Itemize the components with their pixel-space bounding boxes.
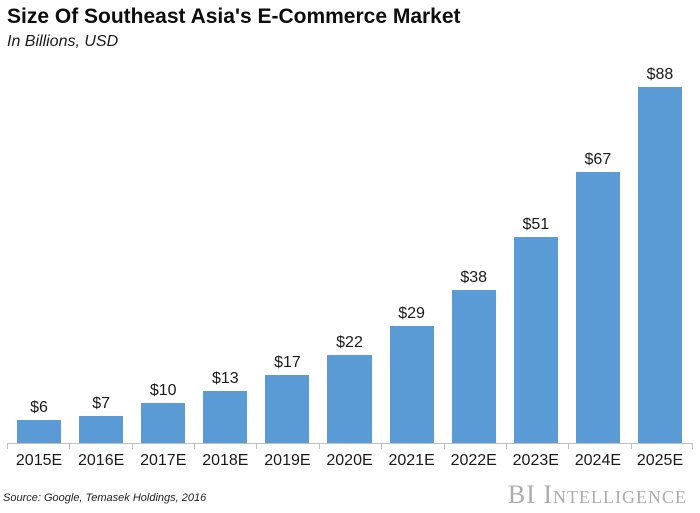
x-axis-label: 2015E [15,452,63,469]
bar-column: $67 [567,60,629,444]
axis-tick [256,444,258,449]
bar [575,172,620,444]
x-axis-label: 2020E [326,452,373,469]
bar-value-label: $29 [398,305,425,322]
bar-column: $7 [70,60,132,444]
bar [141,403,186,444]
bar-value-label: $38 [460,269,488,286]
bar-column: $17 [256,60,318,444]
axis-tick [7,444,8,449]
axis-tick [630,444,632,449]
chart-title: Size Of Southeast Asia's E-Commerce Mark… [7,5,461,28]
axis-tick [505,444,507,449]
x-axis-label: 2025E [636,452,684,469]
bar-value-label: $22 [336,334,363,351]
chart-subtitle: In Billions, USD [7,33,119,50]
bar [327,355,372,444]
bar-value-label: $13 [211,370,239,387]
axis-tick [443,444,445,449]
x-axis-line [7,443,693,444]
axis-tick [318,444,320,449]
axis-tick [568,444,570,449]
bar-column: $10 [132,60,194,444]
bar-column: $6 [8,60,70,444]
bar [451,290,496,444]
source-note: Source: Google, Temasek Holdings, 2016 [3,492,207,504]
x-axis-label: 2021E [388,452,435,469]
x-axis-label: 2018E [202,452,249,469]
x-axis-labels: 2015E 2016E 2017E 2018E 2019E 2020E 2021E 2022E… [8,452,691,470]
x-axis-label: 2024E [574,452,622,469]
bar-column: $88 [629,60,691,444]
plot-area: $6 $7 $10 $13 $17 $22 $29 $38 $51 $67 $88 [8,60,691,444]
bar-column: $51 [505,60,567,444]
bar [203,391,248,444]
bar-value-label: $17 [274,354,301,371]
x-axis-label: 2023E [512,452,559,469]
bar-value-label: $88 [646,66,674,83]
bar-value-label: $6 [30,399,48,416]
x-axis-label: 2019E [264,452,311,469]
bi-intelligence-watermark: BI Intelligence [507,480,687,509]
axis-tick [69,444,71,449]
bar-value-label: $51 [522,216,550,233]
axis-tick [692,444,693,449]
bar-column: $29 [381,60,443,444]
bar [513,237,558,444]
bar-value-label: $7 [92,395,111,412]
bar [79,416,124,444]
bar [637,87,683,444]
bar-column: $13 [194,60,256,444]
bar-column: $38 [443,60,505,444]
bar-column: $22 [318,60,380,444]
x-axis-label: 2017E [140,452,187,469]
bar-value-label: $10 [149,382,177,399]
axis-tick [131,444,133,449]
x-axis-ticks [7,444,693,449]
axis-tick [194,444,196,449]
axis-tick [381,444,383,449]
x-axis-label: 2016E [78,452,125,469]
x-axis-label: 2022E [450,452,497,469]
bar [17,420,62,444]
bar-value-label: $67 [584,151,612,168]
bar [265,375,310,444]
bar [389,326,434,444]
